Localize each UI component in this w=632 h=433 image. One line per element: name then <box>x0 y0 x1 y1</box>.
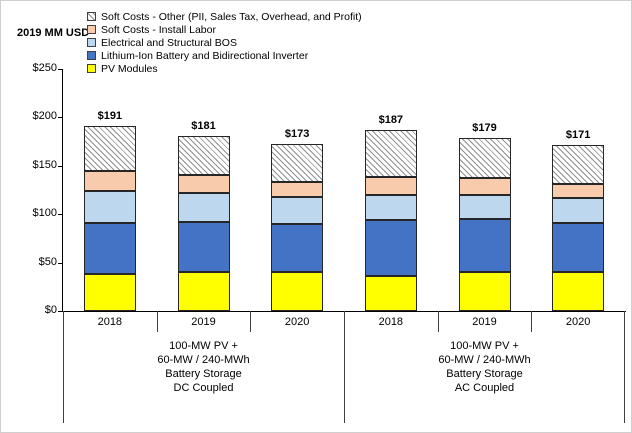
bar-segment <box>364 177 417 195</box>
bar-total-label: $191 <box>97 110 123 123</box>
bar-segment <box>458 137 511 179</box>
legend: Soft Costs - Other (PII, Sales Tax, Over… <box>87 10 362 75</box>
x-category-label: 2020 <box>284 316 310 328</box>
x-category-label: 2018 <box>97 316 123 328</box>
y-tick-mark <box>58 311 63 312</box>
bar-total-label: $171 <box>565 129 591 142</box>
legend-label: Electrical and Structural BOS <box>101 36 237 49</box>
bar-segment <box>177 135 230 176</box>
bar-segment <box>177 221 230 273</box>
bar-segment <box>364 130 417 178</box>
plot-area: $191 $181 $173 $187 $179 $171 <box>63 69 625 311</box>
bar-segment <box>271 223 324 273</box>
legend-item: Soft Costs - Install Labor <box>87 23 362 36</box>
bar-segment <box>364 194 417 221</box>
legend-item: Lithium-Ion Battery and Bidirectional In… <box>87 49 362 62</box>
y-tick-mark <box>58 214 63 216</box>
legend-swatch <box>87 38 96 47</box>
bar-total-label: $187 <box>378 113 404 126</box>
bar-segment <box>552 184 605 198</box>
y-tick-label: $50 <box>38 255 57 268</box>
legend-label: Soft Costs - Install Labor <box>101 23 216 36</box>
y-tick-mark <box>58 117 63 119</box>
legend-item: PV Modules <box>87 62 362 75</box>
bar-segment <box>83 222 136 275</box>
bar-segment <box>271 182 324 197</box>
y-tick-label: $200 <box>32 110 57 123</box>
bar-segment <box>364 276 417 311</box>
bar-segment <box>83 170 136 191</box>
bar-segment <box>177 192 230 222</box>
bar-total-label: $181 <box>191 119 216 132</box>
group-label: 100-MW PV + 60-MW / 240-MWh Battery Stor… <box>157 340 250 394</box>
y-tick-label: $250 <box>32 62 57 74</box>
bar-segment <box>83 190 136 223</box>
bar-segment <box>177 272 230 311</box>
group-label: 100-MW PV + 60-MW / 240-MWh Battery Stor… <box>438 340 531 394</box>
legend-swatch <box>87 25 96 34</box>
bar-segment <box>458 178 511 195</box>
x-category-label: 2019 <box>472 316 497 328</box>
bar-segment <box>552 222 605 273</box>
y-axis-title: 2019 MM USD <box>17 27 90 39</box>
y-tick-mark <box>58 69 63 70</box>
bar-segment <box>271 272 324 311</box>
legend-swatch <box>87 51 96 60</box>
bar-segment <box>271 196 324 224</box>
group-separator <box>344 311 345 423</box>
bar-total-label: $179 <box>472 121 497 134</box>
bar-segment <box>83 274 136 311</box>
y-axis-line <box>62 69 63 312</box>
bar-segment <box>552 197 605 223</box>
legend-label: PV Modules <box>101 62 158 75</box>
x-category-label: 2019 <box>191 316 216 328</box>
group-separator <box>63 311 64 423</box>
bar-segment <box>458 219 511 273</box>
y-tick-label: $150 <box>32 158 57 171</box>
legend-label: Lithium-Ion Battery and Bidirectional In… <box>101 49 309 62</box>
legend-label: Soft Costs - Other (PII, Sales Tax, Over… <box>101 10 362 23</box>
legend-item: Soft Costs - Other (PII, Sales Tax, Over… <box>87 10 362 23</box>
bar-total-label: $173 <box>284 127 310 140</box>
bar-segment <box>552 145 605 185</box>
category-separator <box>531 311 533 332</box>
category-separator <box>156 311 158 332</box>
x-category-label: 2020 <box>565 316 591 328</box>
bar-segment <box>271 143 324 183</box>
bar-segment <box>458 272 511 311</box>
y-tick-mark <box>58 262 63 264</box>
bar-segment <box>83 126 136 171</box>
y-tick-label: $0 <box>44 304 57 316</box>
x-category-label: 2018 <box>378 316 404 328</box>
legend-item: Electrical and Structural BOS <box>87 36 362 49</box>
bar-segment <box>458 194 511 220</box>
x-axis-line <box>59 311 626 312</box>
y-tick-label: $100 <box>32 207 57 220</box>
legend-swatch <box>87 64 96 73</box>
category-separator <box>250 311 252 332</box>
y-tick-mark <box>58 165 63 167</box>
bar-segment <box>552 272 605 311</box>
bar-segment <box>364 220 417 277</box>
category-separator <box>437 311 439 332</box>
group-separator <box>624 311 625 423</box>
bar-segment <box>177 175 230 193</box>
legend-swatch <box>87 12 96 21</box>
